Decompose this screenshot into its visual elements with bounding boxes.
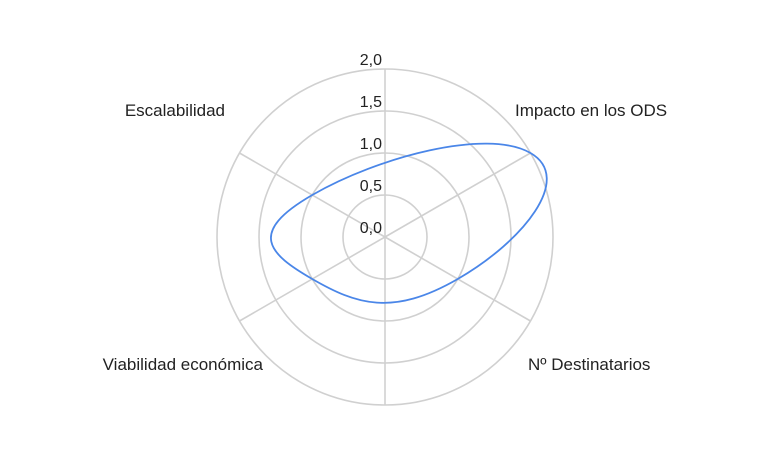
series-layer [270,142,548,304]
tick-label-0: 0,0 [360,220,382,237]
label-layer: 0,0 0,5 1,0 1,5 2,0 Impacto en los ODS Nº Dest… [103,52,667,374]
tick-label-2: 1,0 [360,136,382,153]
tick-label-3: 1,5 [360,94,382,111]
axis-label-2: Viabilidad económica [103,355,264,374]
grid-layer [216,68,554,406]
tick-label-4: 2,0 [360,52,382,69]
axis-label-3: Escalabilidad [125,101,225,120]
axis-label-0: Impacto en los ODS [515,101,667,120]
spoke-2 [384,152,531,238]
axis-label-1: Nº Destinatarios [528,355,650,374]
tick-label-1: 0,5 [360,178,382,195]
